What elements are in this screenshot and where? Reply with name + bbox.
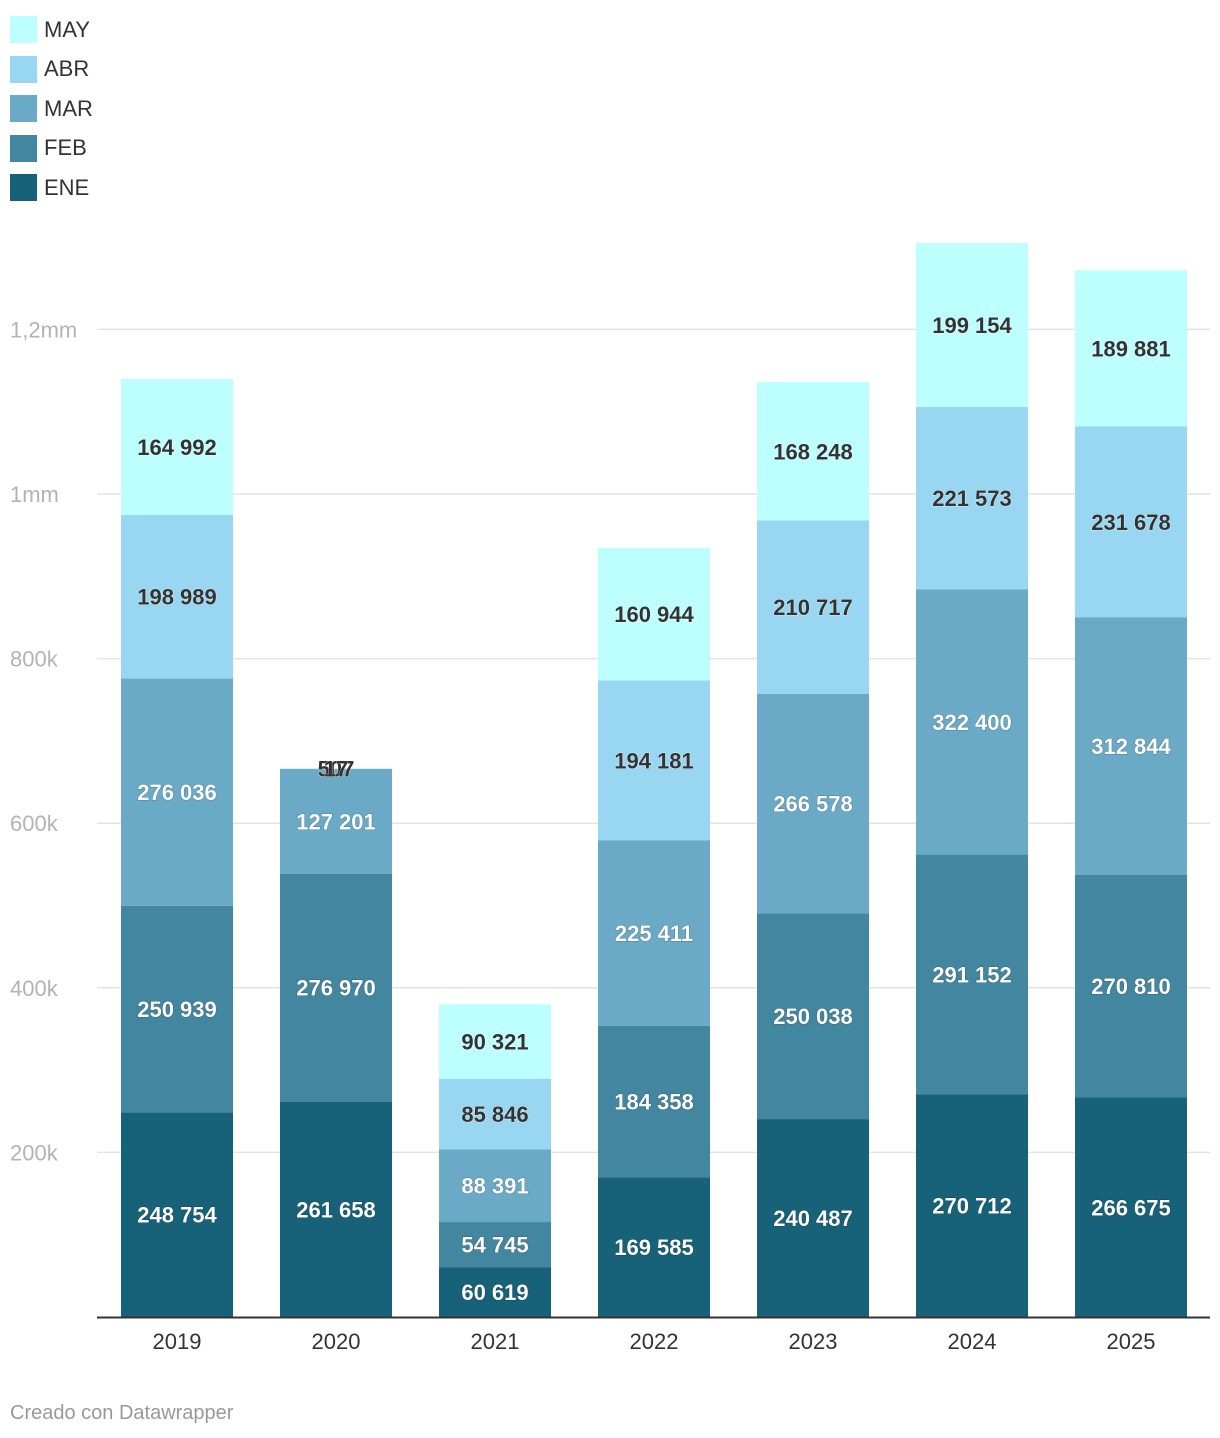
value-label: 276 036: [137, 780, 217, 805]
legend-item-feb: FEB: [10, 129, 93, 169]
y-tick-label: 600k: [10, 811, 59, 836]
bar-mar: [598, 840, 710, 1026]
value-label: 248 754: [137, 1203, 217, 1228]
value-label: 240 487: [773, 1206, 853, 1231]
x-tick-label: 2023: [789, 1329, 838, 1354]
bar-feb: [439, 1222, 551, 1268]
legend-swatch: [10, 16, 37, 44]
value-label: 85 846: [461, 1102, 528, 1127]
y-tick-label: 1,2mm: [10, 317, 77, 342]
value-label: 261 658: [296, 1197, 376, 1222]
legend-label: ABR: [44, 56, 90, 82]
legend-label: FEB: [44, 135, 87, 161]
value-label: 88 391: [461, 1174, 528, 1199]
bar-may: [439, 1004, 551, 1079]
legend-swatch: [10, 134, 37, 162]
bar-may: [598, 547, 710, 681]
bar-mar: [1075, 617, 1187, 875]
bar-abr: [1075, 426, 1187, 618]
value-label: 17: [324, 757, 348, 782]
value-label: 312 844: [1091, 734, 1171, 759]
value-label: 198 989: [137, 585, 217, 610]
value-label: 54 745: [461, 1233, 528, 1258]
footer-credit: Creado con Datawrapper: [10, 1402, 234, 1424]
legend-label: ENE: [44, 174, 90, 200]
value-label: 276 970: [296, 976, 376, 1001]
x-tick-label: 2020: [312, 1329, 361, 1354]
bar-ene: [280, 1101, 392, 1317]
bar-may: [916, 242, 1028, 407]
bar-abr: [439, 1078, 551, 1150]
stacked-bar-chart: 200k 400k 600k 800k 1mm 1,2mm 248 754 250 939 27…: [10, 242, 1210, 1354]
bar-feb: [598, 1025, 710, 1178]
bar-ene: [916, 1094, 1028, 1317]
bar-feb: [757, 913, 869, 1120]
value-label: 194 181: [614, 748, 694, 773]
legend: MAY ABR MAR FEB ENE: [10, 10, 93, 208]
legend-label: MAY: [44, 16, 91, 42]
bar-feb: [280, 873, 392, 1102]
value-label: 507: [318, 757, 355, 782]
value-label: 90 321: [461, 1029, 528, 1054]
x-tick-label: 2024: [948, 1329, 997, 1354]
value-label: 270 712: [932, 1194, 1012, 1219]
legend-item-abr: ABR: [10, 50, 93, 90]
bar-abr: [121, 514, 233, 679]
bar-feb: [1075, 874, 1187, 1098]
value-label: 225 411: [615, 921, 693, 946]
value-label: 169 585: [614, 1235, 694, 1260]
bar-ene: [439, 1267, 551, 1317]
bar-ene: [121, 1112, 233, 1317]
value-label: 266 675: [1091, 1195, 1171, 1220]
value-label: 160 944: [614, 602, 694, 627]
legend-label: MAR: [44, 95, 93, 121]
value-label: 250 939: [137, 997, 217, 1022]
value-label: 270 810: [1091, 974, 1171, 999]
bar-mar: [757, 693, 869, 914]
bar-abr: [916, 406, 1028, 590]
value-label: 210 717: [773, 595, 853, 620]
bar-abr: [598, 680, 710, 841]
legend-item-may: MAY: [10, 10, 93, 50]
bar-mar: [439, 1149, 551, 1223]
bar-ene: [1075, 1097, 1187, 1317]
bar-mar: [280, 769, 392, 874]
value-label: 291 152: [932, 962, 1012, 987]
legend-swatch: [10, 95, 37, 123]
y-tick-label: 400k: [10, 976, 59, 1001]
x-tick-label: 2019: [153, 1329, 202, 1354]
bar-may: [757, 382, 869, 521]
x-tick-label: 2022: [630, 1329, 679, 1354]
value-label: 127 201: [296, 809, 376, 834]
legend-item-mar: MAR: [10, 89, 93, 129]
value-label: 184 358: [614, 1090, 694, 1115]
value-label: 322 400: [932, 710, 1012, 735]
value-label: 164 992: [137, 435, 217, 460]
bar-mar: [121, 678, 233, 906]
legend-swatch: [10, 174, 37, 202]
value-label: 60 619: [461, 1280, 528, 1305]
y-tick-label: 1mm: [10, 482, 59, 507]
bar-feb: [121, 905, 233, 1113]
bar-ene: [757, 1119, 869, 1317]
y-tick-label: 200k: [10, 1140, 59, 1165]
bar-mar: [916, 589, 1028, 855]
value-label: 266 578: [773, 792, 853, 817]
value-label: 199 154: [932, 313, 1012, 338]
bar-feb: [916, 854, 1028, 1095]
bar-may: [1075, 270, 1187, 427]
value-label: 231 678: [1091, 510, 1171, 535]
value-label: 168 248: [773, 439, 853, 464]
bar-abr: [757, 520, 869, 694]
bar-ene: [598, 1177, 710, 1317]
x-tick-label: 2025: [1107, 1329, 1156, 1354]
y-tick-label: 800k: [10, 647, 59, 672]
value-label: 250 038: [773, 1004, 853, 1029]
bar-may: [121, 379, 233, 515]
legend-swatch: [10, 55, 37, 83]
x-tick-label: 2021: [471, 1329, 520, 1354]
value-label: 221 573: [932, 486, 1012, 511]
value-label: 189 881: [1091, 336, 1171, 361]
legend-item-ene: ENE: [10, 168, 93, 208]
